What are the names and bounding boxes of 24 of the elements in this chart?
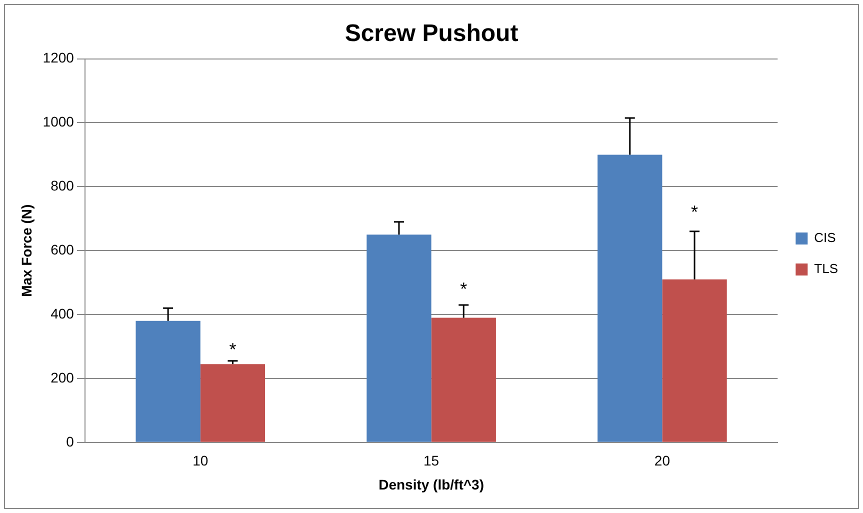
bar [662,279,727,442]
bar [366,234,432,442]
x-tick-label: 20 [654,452,670,469]
legend-label: CIS [814,230,836,246]
bar [598,154,662,442]
annotation: * [691,202,698,222]
x-tick-label: 15 [424,452,440,469]
bar [431,318,496,442]
chart-title: Screw Pushout [344,20,518,48]
y-tick-label: 800 [50,178,74,194]
annotation: * [460,278,468,299]
y-tick-label: 1200 [42,50,74,66]
legend-label: TLS [814,261,838,276]
y-tick-label: 400 [50,305,74,322]
x-axis-title: Density (lb/ft^3) [378,476,484,492]
x-tick-label: 10 [192,452,208,469]
bar [200,364,266,442]
y-tick-label: 200 [50,369,74,386]
y-tick-label: 1000 [42,114,74,130]
bar [136,320,200,442]
annotation: * [229,340,236,360]
y-axis-title: Max Force (N) [18,204,34,297]
y-tick-label: 0 [66,433,74,450]
y-tick-label: 600 [50,241,74,258]
